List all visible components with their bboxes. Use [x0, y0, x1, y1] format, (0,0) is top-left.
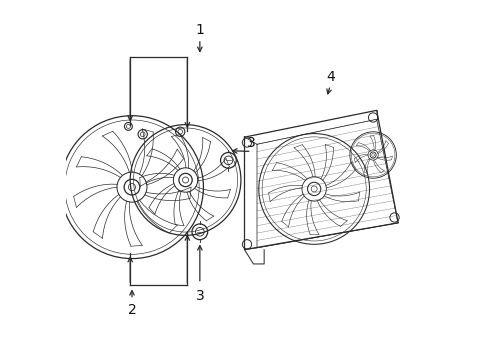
Text: 2: 2 — [127, 303, 136, 317]
Text: 3: 3 — [247, 136, 256, 150]
Text: 1: 1 — [195, 23, 204, 37]
Text: 4: 4 — [325, 69, 334, 84]
Text: 3: 3 — [195, 289, 204, 303]
